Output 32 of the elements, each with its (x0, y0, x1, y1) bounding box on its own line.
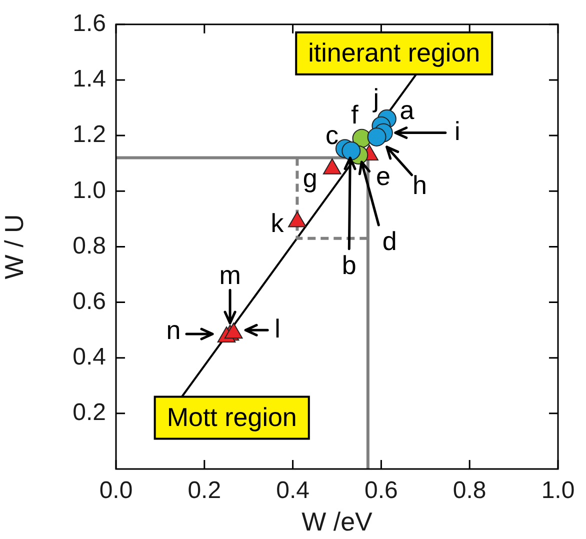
annotation: itinerant region (308, 38, 480, 68)
annotation: g (302, 163, 318, 194)
y-tick-label: 0.6 (72, 288, 106, 315)
x-tick-label: 0.2 (188, 477, 222, 504)
y-tick-label: 0.8 (72, 232, 106, 260)
y-tick-label: 1.6 (72, 10, 106, 38)
x-tick-label: 0.4 (276, 477, 310, 504)
y-tick-label: 1.4 (72, 66, 106, 93)
annotation: k (270, 208, 285, 238)
annotation: f (351, 100, 360, 130)
x-tick-label: 1.0 (541, 477, 575, 504)
annotation: i (454, 116, 460, 146)
annotation: Mott region (166, 402, 297, 432)
y-tick-label: 0.4 (72, 343, 106, 370)
x-tick-label: 0.8 (452, 477, 486, 504)
y-tick-label: 0.2 (72, 399, 106, 426)
annotation: j (372, 82, 380, 113)
y-tick-label: 1.0 (72, 176, 106, 204)
annotation: n (166, 315, 181, 346)
x-axis-title: W /eV (302, 506, 374, 537)
annotation: h (412, 170, 428, 200)
x-tick-label: 0.6 (364, 477, 398, 504)
y-tick-label: 1.2 (72, 121, 106, 148)
annotation: e (376, 161, 390, 192)
annotation: b (342, 250, 356, 280)
x-tick-label: 0.0 (99, 477, 133, 504)
annotation: c (325, 120, 338, 150)
y-axis-title: W / U (0, 214, 29, 280)
annotation: m (219, 260, 241, 290)
annotation: a (400, 95, 415, 126)
annotation: d (382, 226, 397, 256)
annotation: l (274, 313, 280, 344)
